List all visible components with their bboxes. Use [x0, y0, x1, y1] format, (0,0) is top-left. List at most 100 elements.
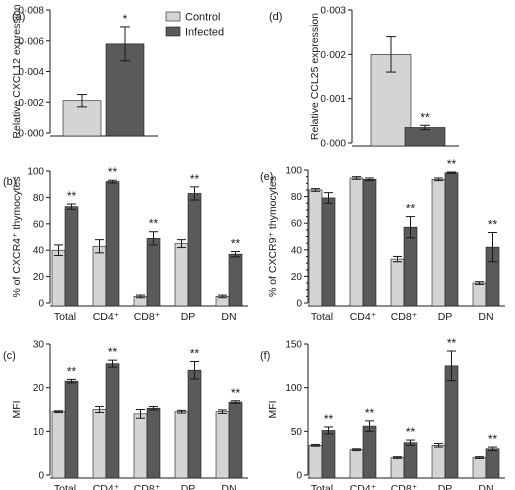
- y-tick-label: 0: [38, 471, 44, 482]
- bar-control: [92, 245, 107, 307]
- bar-control: [431, 445, 446, 479]
- y-tick-label: 0·000: [320, 139, 346, 150]
- legend-swatch-control: [165, 11, 181, 22]
- significance-label: **: [108, 345, 118, 359]
- significance-label: **: [447, 157, 457, 171]
- y-tick-label: 40: [33, 246, 45, 257]
- x-tick-label: DP: [181, 483, 196, 490]
- x-tick-label: CD8⁺: [391, 483, 418, 490]
- y-tick-label: 0·000: [18, 129, 44, 140]
- y-tick-label: 80: [33, 193, 45, 204]
- bar-control: [308, 445, 323, 479]
- y-tick-label: 0·002: [320, 50, 346, 61]
- bar-infected: [105, 363, 120, 479]
- x-tick-label: DN: [478, 311, 493, 323]
- x-tick-label: DN: [478, 483, 493, 490]
- panel-label: (b): [3, 176, 16, 188]
- bar-infected: [228, 401, 243, 479]
- significance-label: **: [149, 217, 159, 231]
- y-tick-label: 150: [285, 340, 302, 351]
- bar-control: [472, 282, 487, 307]
- panel-b: (b) 0 20 40 60 80 100 % of CXCR4⁺ thymocytes ** T…: [3, 165, 248, 323]
- y-tick-label: 80: [291, 192, 303, 203]
- significance-label: **: [190, 346, 200, 360]
- y-tick-label: 20: [33, 272, 45, 283]
- significance-label: **: [365, 406, 375, 420]
- bar-control: [133, 413, 148, 479]
- y-tick-label: 0·002: [18, 98, 44, 109]
- x-tick-label: Total: [311, 483, 333, 490]
- x-tick-label: DP: [181, 311, 196, 323]
- x-tick-label: CD4⁺: [93, 483, 120, 490]
- panel-label: (e): [260, 171, 273, 183]
- significance-label: **: [67, 364, 77, 378]
- bar-infected: [146, 407, 161, 479]
- y-axis-label: MFI: [267, 400, 279, 418]
- bar-infected: [403, 226, 418, 307]
- x-tick-label: CD8⁺: [391, 311, 418, 323]
- bar-infected: [444, 172, 459, 307]
- y-tick-label: 20: [33, 383, 45, 394]
- y-tick-label: 0: [296, 471, 302, 482]
- bar-infected: [146, 238, 161, 307]
- bar-infected: [64, 380, 79, 479]
- panel-label: (a): [12, 11, 25, 23]
- y-tick-label: 10: [33, 427, 45, 438]
- bar-control: [174, 243, 189, 307]
- panel-f: (f) 0 50 100 150 MFI ** Total ** CD4⁺ ** CD8⁺ ** DP **…: [260, 336, 505, 490]
- bar-infected: [444, 365, 459, 479]
- bar-infected: [362, 179, 377, 307]
- bar-control: [51, 249, 66, 307]
- legend-swatch-infected: [165, 26, 181, 37]
- bar-control: [51, 411, 66, 479]
- significance-label: **: [420, 110, 430, 124]
- y-tick-label: 0·006: [18, 36, 44, 47]
- x-tick-label: Total: [311, 311, 333, 323]
- bar-control: [349, 177, 364, 307]
- bar-control: [349, 449, 364, 479]
- x-tick-label: DN: [221, 311, 236, 323]
- bar-infected: [64, 206, 79, 307]
- x-tick-label: DP: [438, 483, 453, 490]
- legend-label-infected: Infected: [185, 27, 224, 39]
- bar-infected: [404, 127, 446, 147]
- significance-label: **: [324, 412, 334, 426]
- y-tick-label: 0·003: [320, 6, 346, 17]
- bar-control: [215, 411, 230, 479]
- bar-control: [390, 457, 405, 479]
- y-axis-label: Relative CXCL12 expression: [11, 4, 23, 138]
- bar-infected: [362, 425, 377, 479]
- significance-label: *: [123, 12, 128, 26]
- y-tick-label: 100: [285, 166, 302, 177]
- bar-infected: [228, 253, 243, 307]
- y-axis-label: % of CXCR4⁺ thymocytes: [11, 176, 23, 297]
- y-tick-label: 60: [291, 219, 303, 230]
- y-tick-label: 30: [33, 340, 45, 351]
- y-tick-label: 40: [291, 245, 303, 256]
- bar-control: [472, 457, 487, 479]
- bar-control: [431, 179, 446, 307]
- bar-infected: [105, 181, 120, 307]
- x-tick-label: CD4⁺: [350, 483, 377, 490]
- significance-label: **: [447, 336, 457, 350]
- bar-infected: [187, 369, 202, 479]
- y-tick-label: 0: [296, 299, 302, 310]
- y-tick-label: 50: [291, 427, 303, 438]
- bar-infected: [403, 442, 418, 479]
- significance-label: **: [406, 202, 416, 216]
- panel-label: (d): [269, 11, 282, 23]
- y-tick-label: 0·001: [320, 94, 346, 105]
- y-tick-label: 0·008: [18, 6, 44, 17]
- significance-label: **: [108, 165, 118, 179]
- bar-control: [390, 258, 405, 307]
- bar-infected: [187, 193, 202, 307]
- y-tick-label: 20: [291, 272, 303, 283]
- y-tick-label: 60: [33, 219, 45, 230]
- panel-label: (c): [3, 350, 16, 362]
- x-tick-label: DP: [438, 311, 453, 323]
- bar-control: [174, 411, 189, 479]
- x-tick-label: CD4⁺: [350, 311, 377, 323]
